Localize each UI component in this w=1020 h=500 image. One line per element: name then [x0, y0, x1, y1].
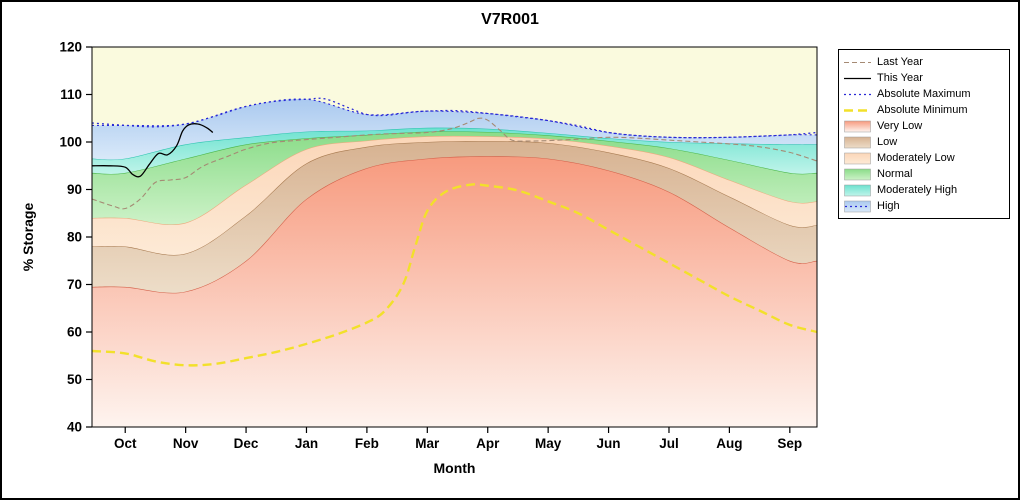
band-moderately-high-area	[92, 127, 817, 174]
axis-layer: 40 50 60 70 80 90 100 110 120 Oct Nov Dec Jan Feb Mar A…	[59, 40, 802, 452]
legend-label: Very Low	[877, 120, 923, 132]
x-tick-label: Jul	[659, 436, 679, 451]
x-tick-label: Mar	[415, 436, 440, 451]
legend-item-low: Low	[844, 134, 1004, 150]
y-tick-label: 80	[67, 230, 82, 245]
y-tick-label: 120	[59, 40, 82, 55]
band-high-edge	[92, 98, 817, 139]
y-tick-label: 90	[67, 182, 82, 197]
legend-item-absolute-maximum: Absolute Maximum	[844, 86, 1004, 102]
x-tick-label: Nov	[173, 436, 199, 451]
legend-swatch-normal	[844, 168, 871, 180]
legend-item-normal: Normal	[844, 166, 1004, 182]
legend-item-high: High	[844, 198, 1004, 214]
lines-layer	[92, 97, 817, 367]
legend-swatch-very-low	[844, 120, 871, 132]
legend: Last Year This Year Absolute Maximum Absolu…	[838, 49, 1010, 219]
legend-label: Moderately Low	[877, 152, 955, 164]
x-tick-label: Oct	[114, 436, 137, 451]
x-tick-label: Sep	[777, 436, 802, 451]
y-tick-label: 100	[59, 135, 82, 150]
chart-title: V7R001	[481, 11, 539, 28]
x-tick-label: Dec	[234, 436, 259, 451]
band-high-area	[92, 99, 817, 160]
legend-label: Low	[877, 136, 898, 148]
y-tick-label: 110	[60, 87, 82, 102]
legend-label: Moderately High	[877, 184, 958, 196]
y-tick-label: 50	[67, 372, 82, 387]
legend-swatch-high	[844, 200, 871, 212]
band-very-low-area	[92, 156, 817, 427]
legend-item-this-year: This Year	[844, 70, 1004, 86]
legend-swatch-moderately-high	[844, 184, 871, 196]
legend-item-absolute-minimum: Absolute Minimum	[844, 102, 1004, 118]
legend-swatch-absolute-minimum	[844, 108, 871, 112]
line-last-year	[92, 117, 817, 210]
legend-label: Absolute Minimum	[877, 104, 968, 116]
y-tick-label: 70	[67, 277, 82, 292]
x-tick-label: Apr	[476, 436, 500, 451]
legend-label: Absolute Maximum	[877, 88, 971, 100]
line-absolute-maximum	[92, 97, 817, 139]
band-normal-area	[92, 131, 817, 225]
x-tick-label: Aug	[716, 436, 742, 451]
legend-swatch-moderately-low	[844, 152, 871, 164]
legend-label: Normal	[877, 168, 913, 180]
x-tick-label: May	[535, 436, 562, 451]
legend-item-last-year: Last Year	[844, 54, 1004, 70]
legend-swatch-low	[844, 136, 871, 148]
legend-swatch-absolute-maximum	[844, 93, 871, 95]
bands-layer	[92, 98, 817, 427]
x-tick-label: Jan	[295, 436, 318, 451]
legend-item-very-low: Very Low	[844, 118, 1004, 134]
x-tick-label: Feb	[355, 436, 379, 451]
band-low-area	[92, 140, 817, 293]
legend-swatch-this-year	[844, 77, 871, 79]
legend-item-moderately-low: Moderately Low	[844, 150, 1004, 166]
line-absolute-minimum	[92, 183, 817, 367]
band-moderately-low-area	[92, 135, 817, 255]
y-tick-label: 40	[67, 420, 82, 435]
x-tick-label: Jun	[597, 436, 621, 451]
legend-label: This Year	[877, 72, 923, 84]
legend-label: Last Year	[877, 56, 923, 68]
y-tick-label: 60	[67, 325, 82, 340]
legend-label: High	[877, 200, 900, 212]
legend-item-moderately-high: Moderately High	[844, 182, 1004, 198]
line-this-year	[92, 123, 214, 178]
x-axis-title: Month	[433, 460, 476, 476]
legend-swatch-last-year	[844, 61, 871, 63]
